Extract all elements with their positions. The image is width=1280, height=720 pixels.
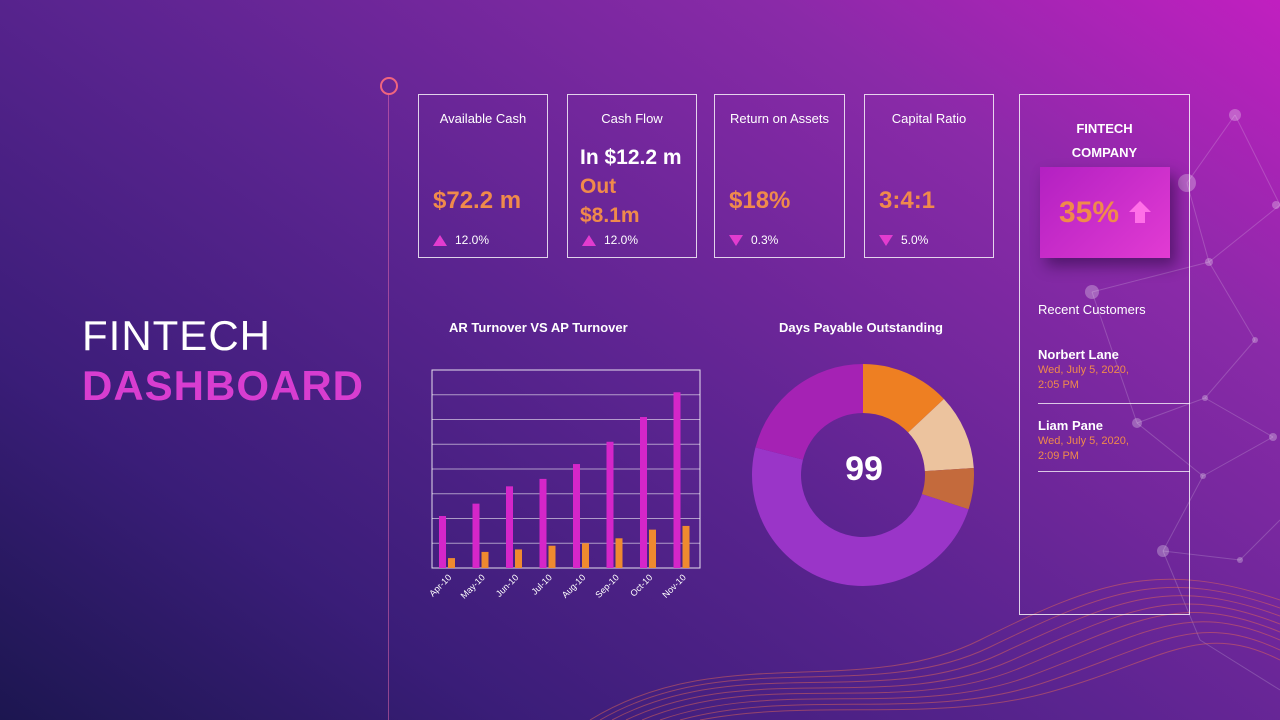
company-growth-value: 35% <box>1058 195 1120 229</box>
company-title-line-2: COMPANY <box>1071 145 1138 160</box>
kpi-label: Cash Flow <box>601 111 663 126</box>
kpi-card-available-cash[interactable]: Available Cash $72.2 m 12.0% <box>418 94 548 258</box>
bar-chart-title: AR Turnover VS AP Turnover <box>449 320 628 335</box>
donut-slice-2[interactable] <box>921 468 974 510</box>
kpi-delta-value: 5.0% <box>901 233 929 247</box>
customer-time: 2:09 PM <box>1038 450 1079 462</box>
donut-slice-3[interactable] <box>751 447 969 587</box>
kpi-card-cash-flow[interactable]: Cash Flow In $12.2 m Out $8.1m 12.0% <box>567 94 697 258</box>
bar-ar-nov-10[interactable] <box>673 392 681 568</box>
days-payable-donut-chart <box>751 364 974 587</box>
triangle-down-icon <box>879 234 893 246</box>
triangle-up-icon <box>582 234 596 246</box>
bar-ap-sep-10[interactable] <box>615 538 623 568</box>
customer-time: 2:05 PM <box>1038 379 1079 391</box>
donut-slice-4[interactable] <box>755 364 863 460</box>
cash-out-value: $8.1m <box>580 204 640 227</box>
company-title: FINTECH COMPANY <box>1020 117 1189 165</box>
bar-ap-aug-10[interactable] <box>582 543 589 568</box>
bar-ar-jul-10[interactable] <box>539 478 547 568</box>
kpi-label: Return on Assets <box>730 111 829 126</box>
cash-out-label: Out <box>580 175 617 198</box>
kpi-delta-value: 12.0% <box>455 233 490 247</box>
x-tick-label: Aug-10 <box>560 572 588 600</box>
donut-slice-1[interactable] <box>908 399 974 472</box>
bar-ap-oct-10[interactable] <box>649 529 656 568</box>
decorative-ring <box>380 77 398 95</box>
donut-center-value: 99 <box>845 450 883 488</box>
bar-ar-oct-10[interactable] <box>640 417 647 568</box>
x-tick-label: Sep-10 <box>593 572 621 600</box>
cash-in-value: In $12.2 m <box>580 146 682 169</box>
company-title-line-1: FINTECH <box>1076 121 1133 136</box>
divider <box>1038 471 1190 472</box>
dashboard-title-bold: DASHBOARD <box>82 362 364 409</box>
company-panel: FINTECH COMPANY 35% Recent Customers Nor… <box>1019 94 1190 615</box>
bar-ar-sep-10[interactable] <box>606 441 614 568</box>
customer-time: Wed, July 5, 2020, <box>1038 364 1129 376</box>
x-tick-label: Apr-10 <box>427 572 453 598</box>
arrow-up-icon <box>1129 200 1152 225</box>
kpi-label: Capital Ratio <box>891 111 967 126</box>
kpi-card-capital-ratio[interactable]: Capital Ratio 3:4:1 5.0% <box>864 94 994 258</box>
triangle-up-icon <box>433 234 447 246</box>
customer-name: Norbert Lane <box>1038 347 1119 362</box>
bar-ap-apr-10[interactable] <box>448 558 455 568</box>
bar-ar-may-10[interactable] <box>472 503 480 568</box>
bar-ap-jul-10[interactable] <box>548 545 556 568</box>
bar-ar-apr-10[interactable] <box>439 516 446 568</box>
bar-ap-jun-10[interactable] <box>515 549 522 568</box>
kpi-value: 3:4:1 <box>879 187 936 214</box>
x-tick-label: Jun-10 <box>494 572 521 599</box>
divider <box>1038 403 1190 404</box>
recent-customers-label: Recent Customers <box>1038 302 1146 317</box>
triangle-down-icon <box>729 234 743 246</box>
kpi-card-return-on-assets[interactable]: Return on Assets $18% 0.3% <box>714 94 845 258</box>
bar-ar-aug-10[interactable] <box>573 464 580 568</box>
kpi-delta-value: 0.3% <box>751 233 779 247</box>
dashboard-title-light: FINTECH <box>82 312 271 359</box>
kpi-delta: 12.0% <box>582 233 638 247</box>
donut-slice-0[interactable] <box>863 364 944 433</box>
customer-item[interactable]: Norbert Lane Wed, July 5, 2020, 2:05 PM <box>1038 347 1188 392</box>
company-growth-badge: 35% <box>1040 167 1170 258</box>
kpi-cash-flow-values: In $12.2 m Out $8.1m <box>580 143 682 230</box>
x-tick-label: Jul-10 <box>530 572 554 596</box>
bar-ar-jun-10[interactable] <box>506 486 513 568</box>
bar-ap-may-10[interactable] <box>481 551 489 568</box>
kpi-label: Available Cash <box>439 111 527 126</box>
donut-chart-title: Days Payable Outstanding <box>779 320 943 335</box>
kpi-delta: 12.0% <box>433 233 489 247</box>
decorative-vertical-line <box>388 94 389 720</box>
customer-item[interactable]: Liam Pane Wed, July 5, 2020, 2:09 PM <box>1038 418 1188 463</box>
kpi-delta: 5.0% <box>879 233 928 247</box>
kpi-delta: 0.3% <box>729 233 778 247</box>
kpi-delta-value: 12.0% <box>604 233 639 247</box>
ar-ap-bar-chart: Apr-10 May-10 Jun-10 Jul-10 Aug-10 Sep-10 Oct-… <box>427 369 701 601</box>
kpi-value: $72.2 m <box>433 187 522 214</box>
x-tick-label: Oct-10 <box>628 572 654 598</box>
x-tick-label: Nov-10 <box>660 572 688 600</box>
x-tick-label: May-10 <box>459 572 487 600</box>
customer-name: Liam Pane <box>1038 418 1104 433</box>
bar-ap-nov-10[interactable] <box>682 525 690 568</box>
customer-time: Wed, July 5, 2020, <box>1038 435 1129 447</box>
kpi-value: $18% <box>729 187 791 214</box>
